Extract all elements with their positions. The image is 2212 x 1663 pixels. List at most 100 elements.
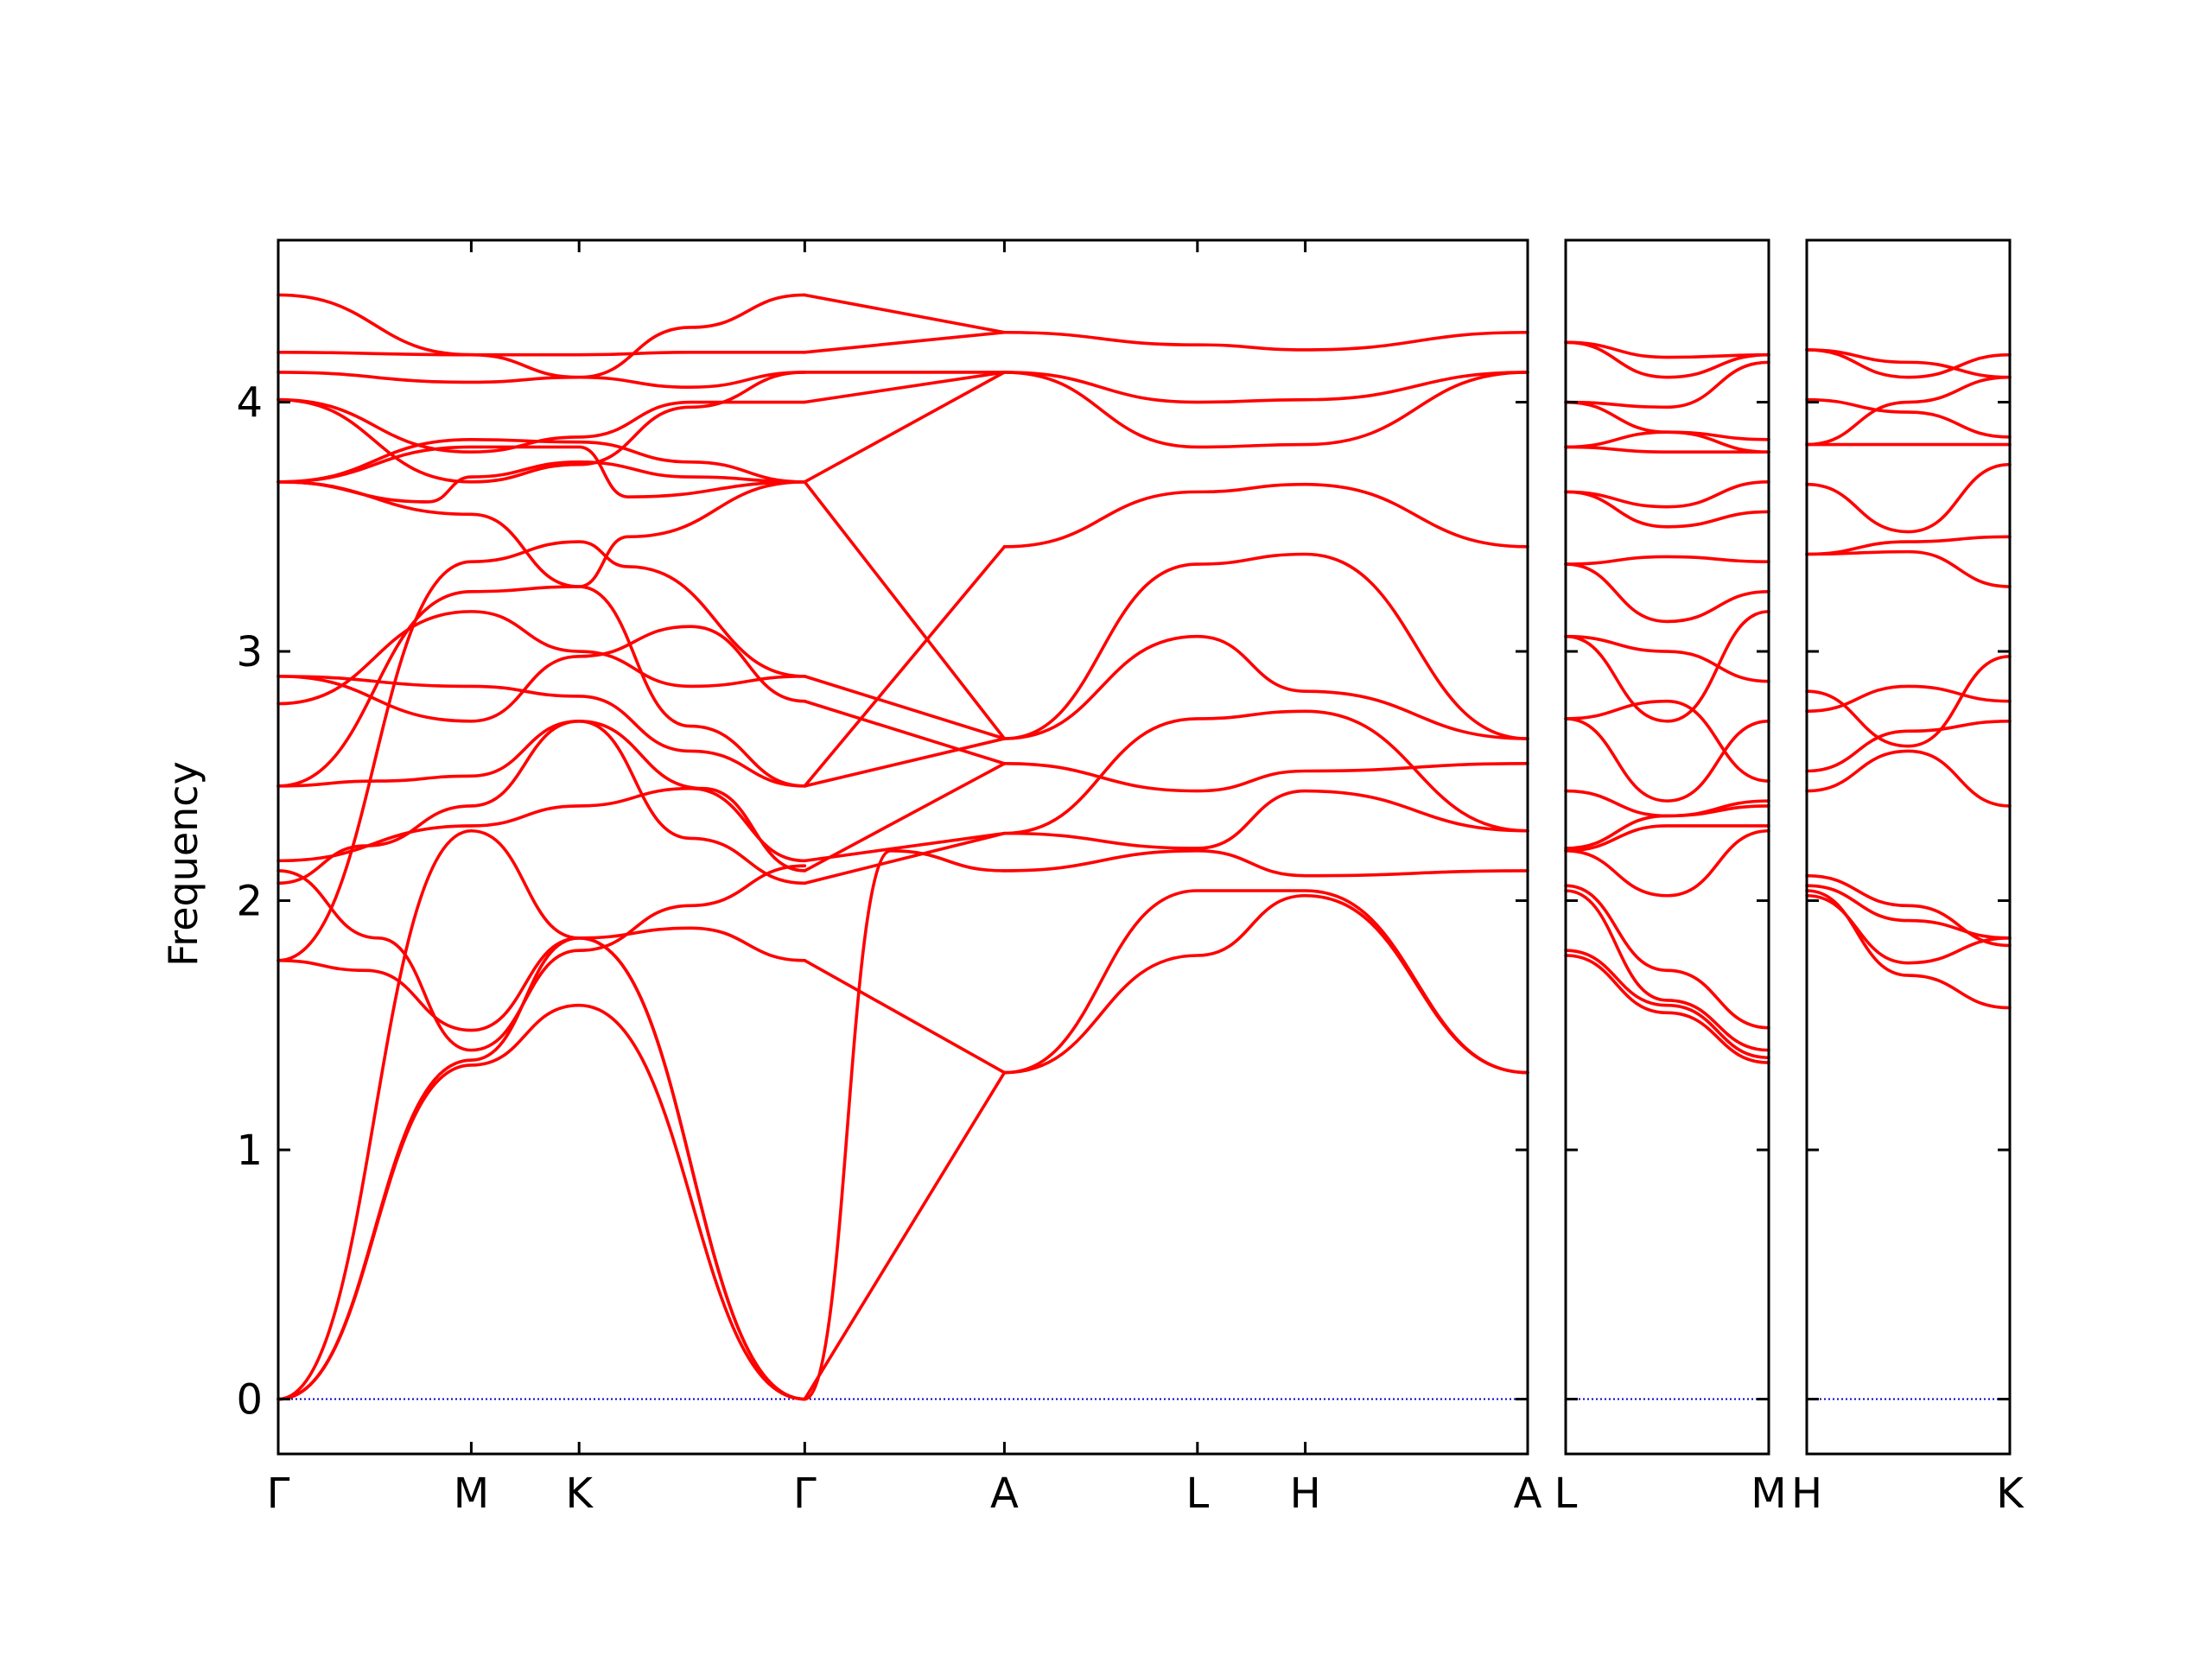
- band-line: [803, 849, 1007, 1401]
- band-line: [276, 1003, 807, 1401]
- band-line: [1002, 849, 1529, 878]
- band-line: [1564, 480, 1770, 509]
- x-tick-label: M: [1751, 1469, 1786, 1518]
- bands: [1564, 340, 1770, 1064]
- x-tick-label: K: [1996, 1469, 2024, 1518]
- band-line: [1002, 709, 1529, 835]
- band-line: [1805, 397, 2012, 439]
- band-line: [276, 610, 807, 706]
- x-tick-label: L: [1554, 1469, 1578, 1518]
- band-line: [1805, 348, 2012, 379]
- band-line: [803, 1070, 1007, 1401]
- band-line: [1564, 360, 1770, 409]
- band-line: [1805, 873, 2012, 948]
- band-line: [276, 936, 807, 1401]
- x-tick-label: Γ: [267, 1469, 290, 1518]
- y-axis-label: Frequency: [160, 761, 207, 967]
- band-line: [803, 762, 1007, 873]
- band-line: [1002, 552, 1529, 740]
- band-line: [276, 540, 807, 962]
- band-line: [276, 445, 807, 498]
- band-line: [276, 371, 807, 484]
- band-line: [803, 831, 1007, 885]
- band-line: [1564, 610, 1770, 723]
- band-line: [1805, 684, 2012, 714]
- band-line: [1564, 490, 1770, 529]
- band-line: [1805, 549, 2012, 588]
- band-line: [1564, 340, 1770, 379]
- band-line: [1564, 789, 1770, 818]
- band-line: [1805, 535, 2012, 556]
- band-line: [1564, 717, 1770, 803]
- band-line: [276, 786, 807, 863]
- band-line: [1564, 824, 1770, 853]
- band-line: [1564, 699, 1770, 783]
- y-tick-label: 4: [236, 379, 263, 428]
- band-line: [803, 480, 1007, 740]
- x-tick-label: A: [990, 1469, 1019, 1518]
- band-line: [1564, 954, 1770, 1064]
- band-line: [1805, 720, 2012, 773]
- band-line: [1805, 462, 2012, 534]
- x-tick-label: M: [454, 1469, 489, 1518]
- band-line: [1805, 889, 2012, 1010]
- y-tick-label: 0: [236, 1376, 263, 1425]
- band-line: [276, 675, 807, 788]
- band-line: [1564, 555, 1770, 566]
- band-line: [803, 545, 1007, 788]
- band-line: [276, 480, 807, 588]
- band-line: [1805, 348, 2012, 379]
- x-tick-label: K: [565, 1469, 594, 1518]
- band-line: [803, 371, 1007, 484]
- band-line: [1002, 762, 1529, 793]
- band-line: [1805, 749, 2012, 808]
- band-line: [276, 625, 807, 723]
- y-tick-labels: 0 1 2 3 4: [236, 379, 263, 1425]
- panel-frame: [276, 238, 1529, 1456]
- x-tick-label: Γ: [793, 1469, 817, 1518]
- band-line: [276, 351, 807, 357]
- band-line: [1564, 884, 1770, 1030]
- band-line: [803, 958, 1007, 1075]
- band-line: [276, 460, 807, 504]
- band-line: [1564, 340, 1770, 359]
- band-line: [1002, 482, 1529, 549]
- band-line: [1564, 889, 1770, 1052]
- band-line: [803, 293, 1007, 334]
- x-tick-label: H: [1290, 1469, 1321, 1518]
- band-line: [803, 330, 1007, 354]
- band-line: [1805, 375, 2012, 447]
- panel-frame: [1805, 238, 2012, 1456]
- band-line: [276, 371, 807, 390]
- band-line: [1564, 445, 1770, 454]
- band-line: [276, 720, 807, 885]
- y-tick-label: 3: [236, 628, 263, 676]
- band-line: [1564, 430, 1770, 449]
- bands: [1805, 348, 2012, 1010]
- band-line: [276, 926, 807, 1032]
- band-line: [276, 720, 807, 885]
- band-line: [1564, 400, 1770, 454]
- band-line: [803, 699, 1007, 765]
- band-line: [1002, 371, 1529, 449]
- band-line: [803, 831, 1007, 863]
- band-line: [1002, 889, 1529, 1075]
- band-line: [276, 828, 807, 1401]
- band-line: [803, 737, 1007, 788]
- band-line: [1564, 828, 1770, 898]
- band-line: [1564, 634, 1770, 683]
- band-line: [1805, 654, 2012, 748]
- band-line: [276, 864, 807, 1052]
- x-tick-label: H: [1791, 1469, 1822, 1518]
- bands: [276, 293, 1529, 1401]
- band-line: [1805, 884, 2012, 940]
- band-line: [1002, 893, 1529, 1075]
- y-tick-label: 2: [236, 878, 263, 926]
- band-line: [803, 371, 1007, 404]
- band-line: [276, 293, 807, 379]
